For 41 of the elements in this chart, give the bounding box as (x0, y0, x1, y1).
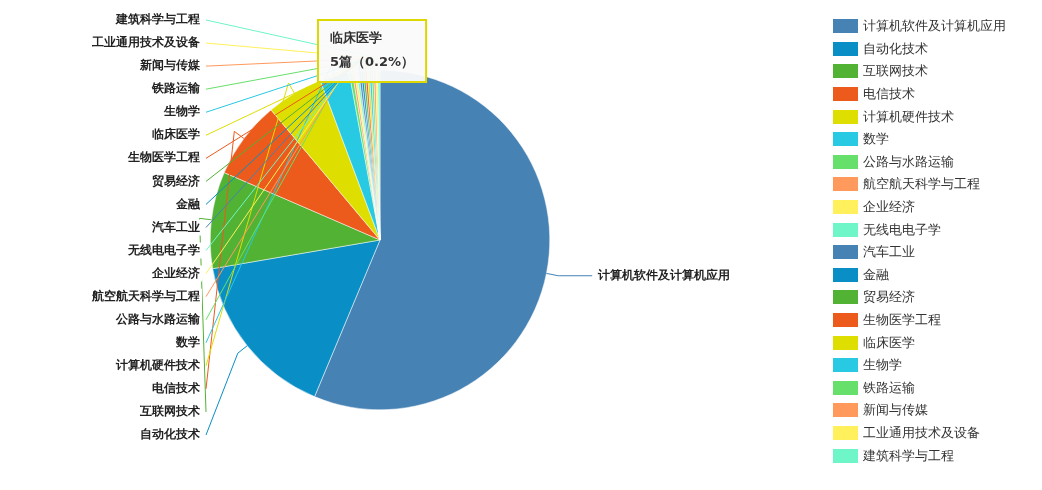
slice-label: 汽车工业 (151, 219, 200, 234)
legend-label: 工业通用技术及设备 (863, 424, 980, 442)
slice-label: 生物医学工程 (127, 150, 200, 165)
slice-label: 工业通用技术及设备 (91, 35, 200, 50)
legend-label: 无线电电子学 (863, 220, 941, 239)
legend-label: 铁路运输 (863, 378, 915, 397)
legend-label: 生物医学工程 (863, 311, 941, 329)
slice-label: 建筑科学与工程 (115, 12, 200, 27)
slice-label: 计算机软件及计算机应用 (597, 267, 731, 282)
slice-label: 公路与水路运输 (115, 311, 201, 326)
slice-label: 企业经济 (151, 265, 200, 280)
slice-label: 金融 (175, 196, 201, 211)
legend-label: 互联网技术 (863, 62, 928, 81)
slice-label: 自动化技术 (140, 427, 200, 442)
slice-label: 无线电电子学 (127, 242, 200, 257)
legend-label: 计算机硬件技术 (863, 107, 954, 126)
legend-label: 生物学 (863, 356, 902, 375)
slice-label: 贸易经济 (152, 173, 200, 188)
legend-label: 金融 (863, 265, 889, 284)
legend-label: 公路与水路运输 (863, 152, 954, 171)
slice-label: 计算机硬件技术 (115, 357, 200, 372)
legend-label: 贸易经济 (863, 288, 915, 307)
legend-label: 临床医学 (863, 333, 915, 352)
slice-label: 铁路运输 (151, 81, 201, 96)
legend-label: 计算机软件及计算机应用 (863, 17, 1006, 36)
legend-label: 数学 (863, 130, 889, 149)
slice-label: 数学 (175, 334, 200, 349)
text: 临床医学 5篇（0.2%） (330, 30, 415, 70)
slice-label: 电信技术 (152, 381, 200, 396)
legend-label: 航空航天科学与工程 (863, 175, 980, 194)
slice-label: 互联网技术 (139, 404, 200, 419)
slice-label: 临床医学 (152, 127, 200, 142)
slice-label: 航空航天科学与工程 (91, 288, 200, 303)
slice-label: 生物学 (163, 104, 200, 119)
legend-label: 建筑科学与工程 (863, 446, 954, 465)
legend-label: 新闻与传媒 (863, 401, 928, 420)
legend-label: 电信技术 (863, 85, 915, 104)
legend-label: 企业经济 (863, 198, 915, 217)
slice-label: 新闻与传媒 (139, 58, 201, 73)
legend-label: 自动化技术 (863, 39, 928, 58)
legend-label: 汽车工业 (863, 243, 915, 262)
